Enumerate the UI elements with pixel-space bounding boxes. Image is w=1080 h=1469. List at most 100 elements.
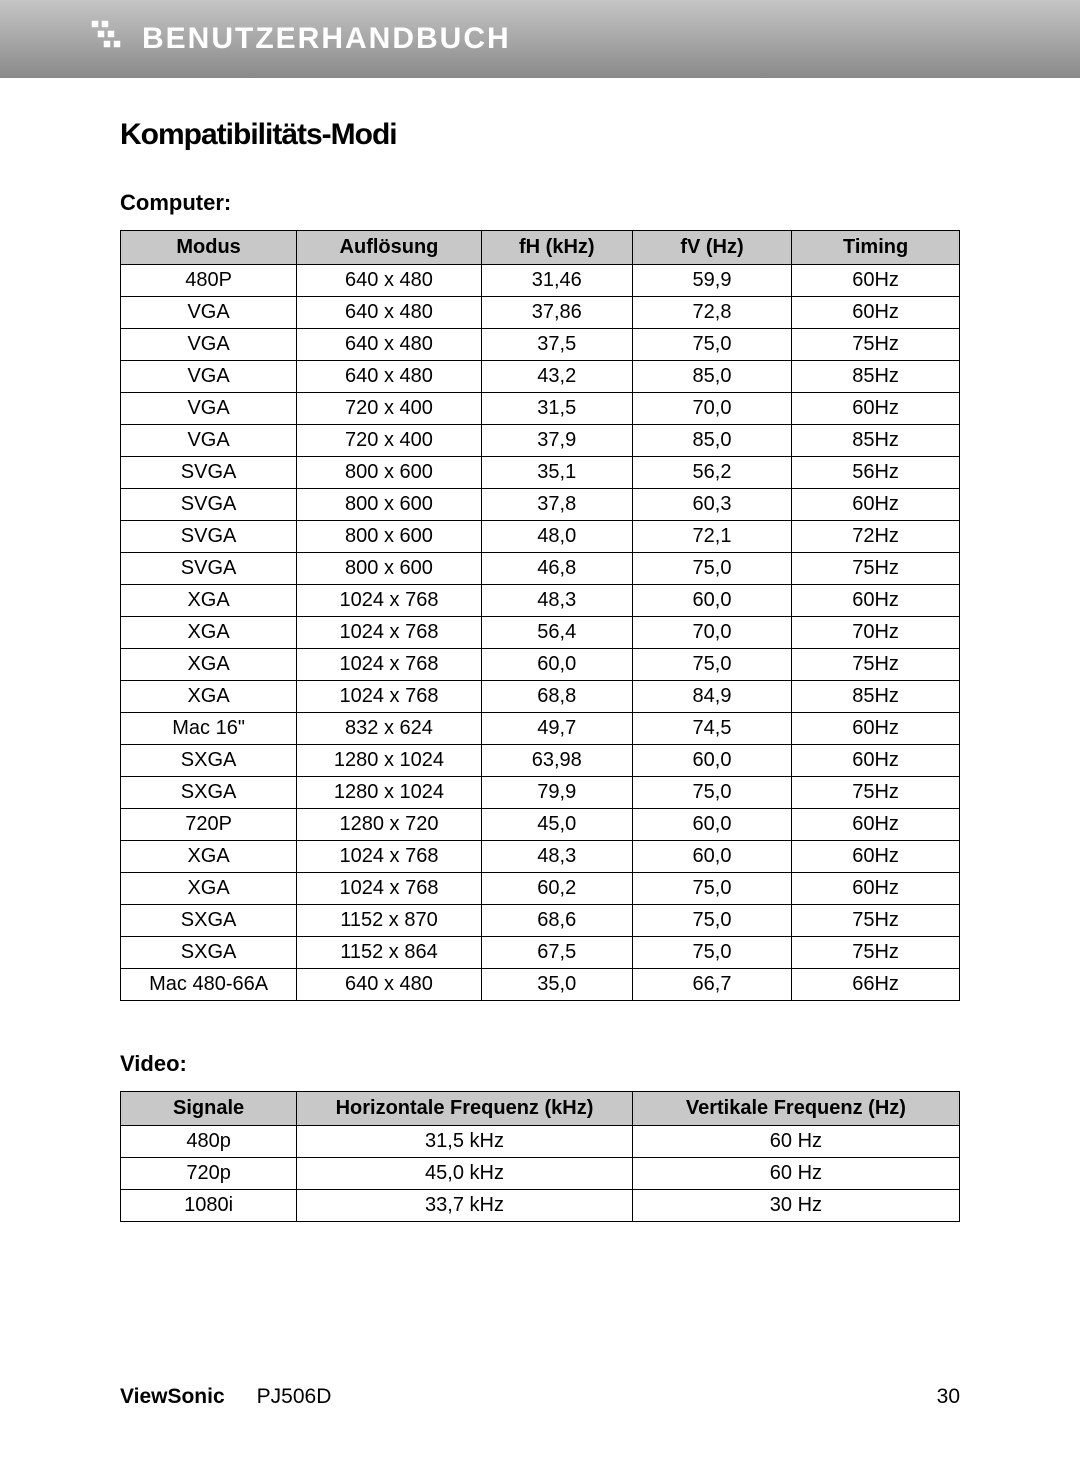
table-cell: 85Hz	[792, 361, 960, 393]
table-row: VGA640 x 48043,285,085Hz	[121, 361, 960, 393]
table-cell: 75Hz	[792, 905, 960, 937]
table-cell: 60 Hz	[632, 1158, 959, 1190]
table-cell: 60Hz	[792, 841, 960, 873]
table-cell: 1152 x 870	[297, 905, 482, 937]
table-cell: 75,0	[632, 905, 791, 937]
table-cell: 85Hz	[792, 681, 960, 713]
table-cell: 1024 x 768	[297, 617, 482, 649]
table-cell: 1024 x 768	[297, 585, 482, 617]
table-cell: SXGA	[121, 745, 297, 777]
video-table: SignaleHorizontale Frequenz (kHz)Vertika…	[120, 1091, 960, 1222]
table-cell: 75Hz	[792, 649, 960, 681]
table-cell: 60Hz	[792, 489, 960, 521]
table-cell: 33,7 kHz	[297, 1190, 633, 1222]
table-cell: 60,0	[632, 841, 791, 873]
table-cell: VGA	[121, 393, 297, 425]
table-cell: 45,0	[481, 809, 632, 841]
main-title: Kompatibilitäts-Modi	[120, 118, 960, 152]
table-cell: 31,5	[481, 393, 632, 425]
table-cell: 1280 x 720	[297, 809, 482, 841]
table-row: SXGA1280 x 102479,975,075Hz	[121, 777, 960, 809]
table-cell: 1280 x 1024	[297, 745, 482, 777]
table-cell: 48,3	[481, 841, 632, 873]
table-cell: 49,7	[481, 713, 632, 745]
table-cell: 1024 x 768	[297, 873, 482, 905]
table-cell: 37,8	[481, 489, 632, 521]
table-cell: 720 x 400	[297, 425, 482, 457]
table-row: SVGA800 x 60048,072,172Hz	[121, 521, 960, 553]
table-cell: 63,98	[481, 745, 632, 777]
table-header-cell: Signale	[121, 1092, 297, 1126]
table-cell: 68,6	[481, 905, 632, 937]
table-cell: 75,0	[632, 777, 791, 809]
footer-brand: ViewSonic	[120, 1385, 225, 1409]
table-cell: 640 x 480	[297, 361, 482, 393]
table-cell: 85Hz	[792, 425, 960, 457]
footer: ViewSonic PJ506D 30	[120, 1385, 960, 1409]
table-row: SVGA800 x 60035,156,256Hz	[121, 457, 960, 489]
footer-model: PJ506D	[257, 1385, 332, 1409]
table-cell: 75,0	[632, 329, 791, 361]
video-table-head: SignaleHorizontale Frequenz (kHz)Vertika…	[121, 1092, 960, 1126]
table-cell: 60Hz	[792, 713, 960, 745]
table-row: VGA640 x 48037,8672,860Hz	[121, 297, 960, 329]
table-cell: 68,8	[481, 681, 632, 713]
table-row: SVGA800 x 60037,860,360Hz	[121, 489, 960, 521]
table-cell: 75Hz	[792, 329, 960, 361]
table-cell: XGA	[121, 841, 297, 873]
table-cell: 60Hz	[792, 393, 960, 425]
table-cell: 46,8	[481, 553, 632, 585]
table-row: SXGA1152 x 87068,675,075Hz	[121, 905, 960, 937]
table-cell: 1080i	[121, 1190, 297, 1222]
header-bar: BENUTZERHANDBUCH	[0, 0, 1080, 78]
table-cell: 60,3	[632, 489, 791, 521]
table-cell: 56,2	[632, 457, 791, 489]
table-cell: 832 x 624	[297, 713, 482, 745]
table-cell: 60Hz	[792, 297, 960, 329]
table-cell: XGA	[121, 585, 297, 617]
table-cell: VGA	[121, 297, 297, 329]
table-cell: 66Hz	[792, 969, 960, 1001]
table-cell: 37,5	[481, 329, 632, 361]
table-cell: 75,0	[632, 553, 791, 585]
computer-table-head: ModusAuflösungfH (kHz)fV (Hz)Timing	[121, 231, 960, 265]
video-section-title: Video:	[120, 1051, 960, 1077]
table-row: SXGA1152 x 86467,575,075Hz	[121, 937, 960, 969]
table-row: XGA1024 x 76848,360,060Hz	[121, 585, 960, 617]
content-area: Kompatibilitäts-Modi Computer: ModusAufl…	[0, 78, 1080, 1222]
table-cell: 79,9	[481, 777, 632, 809]
table-cell: 60Hz	[792, 873, 960, 905]
table-cell: 640 x 480	[297, 329, 482, 361]
table-cell: 59,9	[632, 265, 791, 297]
table-cell: 35,0	[481, 969, 632, 1001]
table-cell: 720P	[121, 809, 297, 841]
table-row: VGA640 x 48037,575,075Hz	[121, 329, 960, 361]
table-row: VGA720 x 40037,985,085Hz	[121, 425, 960, 457]
table-row: 720P1280 x 72045,060,060Hz	[121, 809, 960, 841]
table-cell: 60Hz	[792, 585, 960, 617]
table-cell: 70Hz	[792, 617, 960, 649]
table-header-cell: fH (kHz)	[481, 231, 632, 265]
table-header-cell: fV (Hz)	[632, 231, 791, 265]
table-row: SVGA800 x 60046,875,075Hz	[121, 553, 960, 585]
computer-table-body: 480P640 x 48031,4659,960HzVGA640 x 48037…	[121, 265, 960, 1001]
table-cell: 60Hz	[792, 265, 960, 297]
table-cell: SVGA	[121, 521, 297, 553]
table-cell: 37,86	[481, 297, 632, 329]
table-cell: 70,0	[632, 393, 791, 425]
table-cell: 60Hz	[792, 745, 960, 777]
table-cell: 70,0	[632, 617, 791, 649]
table-cell: 75,0	[632, 649, 791, 681]
table-row: Mac 480-66A640 x 48035,066,766Hz	[121, 969, 960, 1001]
table-cell: XGA	[121, 617, 297, 649]
table-cell: 720p	[121, 1158, 297, 1190]
table-header-cell: Timing	[792, 231, 960, 265]
computer-table: ModusAuflösungfH (kHz)fV (Hz)Timing 480P…	[120, 230, 960, 1001]
table-cell: XGA	[121, 649, 297, 681]
table-cell: 640 x 480	[297, 265, 482, 297]
table-row: XGA1024 x 76860,275,060Hz	[121, 873, 960, 905]
table-cell: 48,0	[481, 521, 632, 553]
table-cell: 60 Hz	[632, 1126, 959, 1158]
table-cell: SVGA	[121, 457, 297, 489]
table-cell: VGA	[121, 329, 297, 361]
